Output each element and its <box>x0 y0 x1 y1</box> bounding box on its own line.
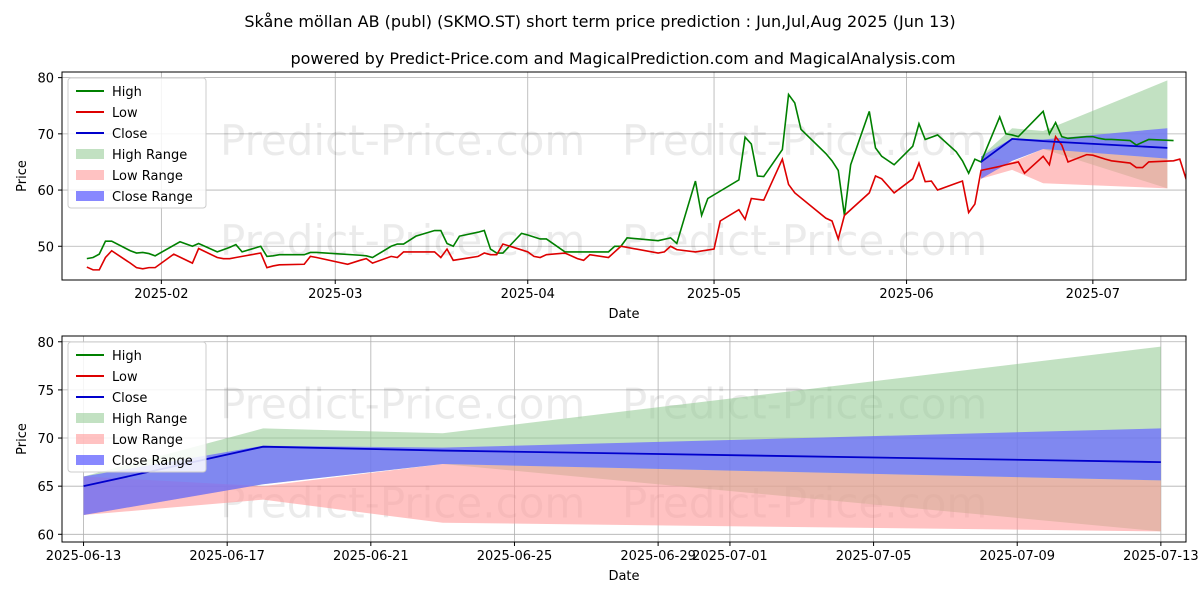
x-tick-label: 2025-07-09 <box>979 549 1055 564</box>
y-tick-label: 65 <box>37 480 54 495</box>
legend-high-label: High <box>112 85 142 100</box>
y-tick-label: 80 <box>37 336 54 351</box>
y-tick-label: 60 <box>37 184 54 199</box>
y-tick-label: 50 <box>37 240 54 255</box>
overview-chart: Predict-Price.com Predict-Price.com Predic… <box>15 71 1187 322</box>
y-tick-label: 70 <box>37 432 54 447</box>
legend-close-range-swatch <box>76 455 104 465</box>
y-tick-label: 75 <box>37 384 54 399</box>
x-axis-label: Date <box>608 307 639 322</box>
legend-low-label: Low <box>112 370 138 385</box>
y-tick-label: 60 <box>37 528 54 543</box>
legend-close-label: Close <box>112 391 147 406</box>
plot-content <box>86 80 1186 271</box>
legend-low-label: Low <box>112 106 138 121</box>
x-axis-label: Date <box>608 569 639 584</box>
x-tick-label: 2025-06-13 <box>46 549 122 564</box>
y-axis-label: Price <box>15 423 30 455</box>
y-tick-label: 70 <box>37 128 54 143</box>
x-tick-label: 2025-03 <box>308 287 362 302</box>
legend-high-range-swatch <box>76 413 104 423</box>
x-tick-label: 2025-06-17 <box>189 549 265 564</box>
low-range-band <box>981 149 1168 189</box>
close-range-band <box>83 428 1161 516</box>
legend-close-range-swatch <box>76 191 104 201</box>
x-tick-label: 2025-06 <box>879 287 933 302</box>
x-tick-label: 2025-06-29 <box>620 549 696 564</box>
x-tick-label: 2025-06-25 <box>477 549 553 564</box>
legend-high-range-label: High Range <box>112 148 187 163</box>
chart-title: Skåne möllan AB (publ) (SKMO.ST) short t… <box>244 12 955 31</box>
close-series-line <box>980 137 1168 163</box>
x-tick-label: 2025-07-13 <box>1123 549 1199 564</box>
legend-close-range-label: Close Range <box>112 454 193 469</box>
x-tick-label: 2025-05 <box>687 287 741 302</box>
watermark: Predict-Price.com <box>622 216 987 265</box>
legend-low-range-label: Low Range <box>112 433 183 448</box>
low-series-line <box>86 134 1186 271</box>
axes-frame <box>61 71 1187 281</box>
watermark: Predict-Price.com <box>220 116 585 165</box>
chart-subtitle: powered by Predict-Price.com and Magical… <box>290 49 955 68</box>
x-tick-label: 2025-02 <box>134 287 188 302</box>
legend-high-range-swatch <box>76 149 104 159</box>
x-tick-label: 2025-04 <box>501 287 555 302</box>
plot-area <box>62 72 1186 280</box>
prediction-chart: Predict-Price.comPredict-Price.comPredic… <box>15 335 1199 584</box>
high-series-line <box>86 92 1174 260</box>
x-tick-label: 2025-07 <box>1066 287 1120 302</box>
watermark: Predict-Price.com <box>220 216 585 265</box>
legend-low-range-swatch <box>76 434 104 444</box>
x-tick-label: 2025-07-05 <box>836 549 912 564</box>
x-tick-label: 2025-07-01 <box>692 549 768 564</box>
watermark: Predict-Price.com <box>220 379 585 428</box>
y-axis-label: Price <box>15 160 30 192</box>
axes-frame <box>61 335 1187 543</box>
legend-high-range-label: High Range <box>112 412 187 427</box>
legend-high-label: High <box>112 349 142 364</box>
low-range-band <box>83 464 1161 532</box>
plot-content <box>83 346 1161 532</box>
legend-low-range-swatch <box>76 170 104 180</box>
legend-low-range-label: Low Range <box>112 169 183 184</box>
x-tick-label: 2025-06-21 <box>333 549 409 564</box>
legend-close-range-label: Close Range <box>112 190 193 205</box>
legend-close-label: Close <box>112 127 147 142</box>
watermark: Predict-Price.com <box>622 116 987 165</box>
y-tick-label: 80 <box>37 72 54 87</box>
